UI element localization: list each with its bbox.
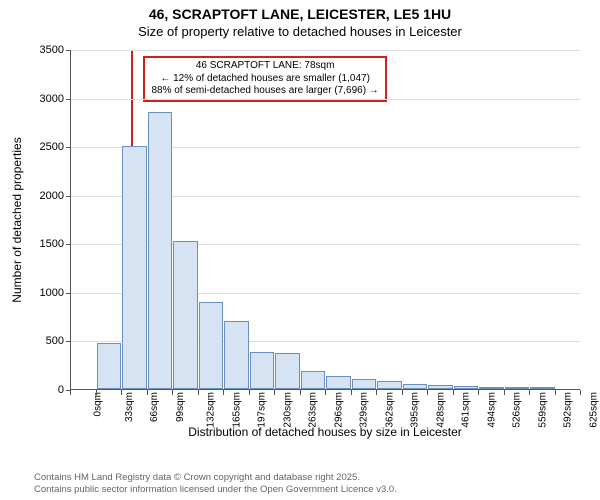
x-tick-mark <box>453 390 454 395</box>
x-tick-mark <box>555 390 556 395</box>
annotation-box: 46 SCRAPTOFT LANE: 78sqm ← 12% of detach… <box>143 56 386 102</box>
histogram-bar <box>505 387 530 389</box>
histogram-bar <box>122 146 147 389</box>
x-tick-mark <box>249 390 250 395</box>
y-tick-label: 3500 <box>24 44 64 56</box>
x-tick-label: 526sqm <box>512 392 523 428</box>
x-tick-label: 362sqm <box>384 392 395 428</box>
x-axis-label: Distribution of detached houses by size … <box>70 425 580 439</box>
x-tick-mark <box>504 390 505 395</box>
y-axis-label: Number of detached properties <box>10 137 24 302</box>
x-tick-label: 625sqm <box>588 392 599 428</box>
x-tick-label: 33sqm <box>124 392 135 422</box>
x-tick-mark <box>402 390 403 395</box>
x-tick-label: 197sqm <box>257 392 268 428</box>
histogram-bar <box>224 321 249 389</box>
x-tick-label: 66sqm <box>149 392 160 422</box>
histogram-bar <box>403 384 428 389</box>
x-tick-mark <box>478 390 479 395</box>
x-tick-label: 99sqm <box>175 392 186 422</box>
footer-line-2: Contains public sector information licen… <box>34 484 397 496</box>
x-tick-label: 230sqm <box>282 392 293 428</box>
x-tick-label: 132sqm <box>206 392 217 428</box>
x-tick-mark <box>70 390 71 395</box>
y-tick-label: 2500 <box>24 141 64 153</box>
y-tick-label: 0 <box>24 384 64 396</box>
histogram-bar <box>377 381 402 389</box>
histogram-bar <box>326 376 351 389</box>
x-tick-label: 592sqm <box>563 392 574 428</box>
y-tick-mark <box>66 244 71 245</box>
y-tick-mark <box>66 50 71 51</box>
x-tick-mark <box>351 390 352 395</box>
histogram-bar <box>173 241 198 389</box>
grid-line <box>71 99 580 100</box>
x-tick-mark <box>376 390 377 395</box>
histogram-bar <box>148 112 173 389</box>
x-tick-label: 428sqm <box>435 392 446 428</box>
x-tick-mark <box>300 390 301 395</box>
footer-attribution: Contains HM Land Registry data © Crown c… <box>34 472 397 496</box>
histogram-bar <box>250 352 275 389</box>
y-tick-label: 500 <box>24 335 64 347</box>
x-tick-mark <box>427 390 428 395</box>
x-tick-label: 263sqm <box>308 392 319 428</box>
y-tick-mark <box>66 341 71 342</box>
annotation-line-2: ← 12% of detached houses are smaller (1,… <box>151 73 378 86</box>
y-tick-label: 1000 <box>24 287 64 299</box>
histogram-bar <box>454 386 479 389</box>
x-tick-mark <box>147 390 148 395</box>
x-tick-label: 494sqm <box>486 392 497 428</box>
x-tick-label: 165sqm <box>231 392 242 428</box>
x-tick-mark <box>580 390 581 395</box>
x-tick-mark <box>96 390 97 395</box>
chart-subtitle: Size of property relative to detached ho… <box>0 24 600 39</box>
x-tick-mark <box>325 390 326 395</box>
histogram-bar <box>479 387 504 389</box>
y-tick-label: 1500 <box>24 238 64 250</box>
x-tick-mark <box>529 390 530 395</box>
x-tick-label: 461sqm <box>461 392 472 428</box>
histogram-bar <box>97 343 122 389</box>
x-tick-label: 395sqm <box>410 392 421 428</box>
histogram-bar <box>530 387 555 389</box>
x-tick-mark <box>223 390 224 395</box>
x-tick-label: 329sqm <box>359 392 370 428</box>
footer-line-1: Contains HM Land Registry data © Crown c… <box>34 472 397 484</box>
x-tick-label: 559sqm <box>537 392 548 428</box>
chart-plot-area: 46 SCRAPTOFT LANE: 78sqm ← 12% of detach… <box>70 50 580 390</box>
x-tick-mark <box>274 390 275 395</box>
annotation-line-3: 88% of semi-detached houses are larger (… <box>151 85 378 98</box>
histogram-bar <box>352 379 377 389</box>
x-tick-mark <box>121 390 122 395</box>
y-tick-label: 3000 <box>24 93 64 105</box>
x-tick-mark <box>172 390 173 395</box>
chart-title: 46, SCRAPTOFT LANE, LEICESTER, LE5 1HU <box>0 6 600 22</box>
histogram-bar <box>275 353 300 389</box>
histogram-bar <box>199 302 224 389</box>
x-tick-label: 296sqm <box>333 392 344 428</box>
y-tick-mark <box>66 293 71 294</box>
histogram-bar <box>301 371 326 389</box>
x-tick-mark <box>198 390 199 395</box>
y-tick-mark <box>66 147 71 148</box>
grid-line <box>71 50 580 51</box>
annotation-line-1: 46 SCRAPTOFT LANE: 78sqm <box>151 60 378 73</box>
y-tick-label: 2000 <box>24 190 64 202</box>
y-tick-mark <box>66 196 71 197</box>
histogram-bar <box>428 385 453 389</box>
y-tick-mark <box>66 99 71 100</box>
x-tick-label: 0sqm <box>92 392 103 416</box>
chart-title-block: 46, SCRAPTOFT LANE, LEICESTER, LE5 1HU S… <box>0 0 600 39</box>
